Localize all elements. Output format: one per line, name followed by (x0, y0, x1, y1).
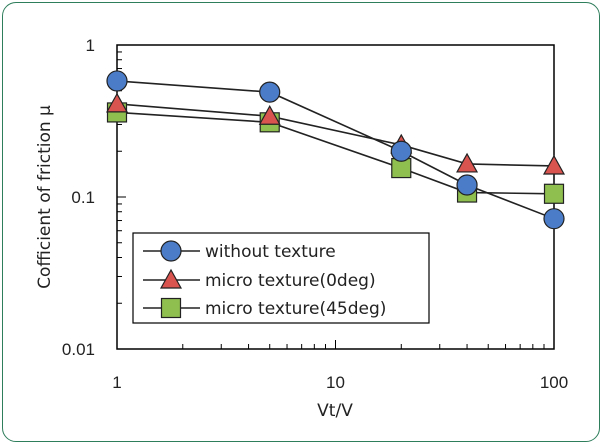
y-tick-label: 1 (86, 36, 95, 55)
data-point-series-1 (259, 81, 281, 103)
x-tick-label: 1 (112, 373, 121, 392)
data-point-series-1 (106, 70, 128, 92)
legend-label: micro texture(45deg) (205, 299, 386, 319)
friction-chart: 1 10 100 0.01 0.1 1 Vt/V Cofficient of fricti… (35, 36, 568, 421)
data-point-series-1 (390, 140, 412, 162)
y-tick-label: 0.01 (62, 340, 95, 359)
data-point-series-2 (542, 154, 566, 175)
legend-label: micro texture(0deg) (205, 271, 376, 291)
data-point-series-1 (543, 208, 565, 230)
legend-marker-triangle (159, 268, 183, 289)
legend-marker-circle (160, 240, 182, 262)
x-tick-label: 100 (540, 373, 568, 392)
y-tick-label: 0.1 (71, 188, 95, 207)
legend-marker-square (160, 297, 182, 319)
legend-label: without texture (205, 242, 336, 262)
data-point-series-3 (543, 183, 565, 204)
x-tick-label: 10 (326, 373, 345, 392)
data-point-series-2 (456, 152, 479, 173)
x-axis-label: Vt/V (317, 401, 353, 421)
data-point-series-2 (105, 92, 129, 113)
y-axis-label: Cofficient of friction μ (35, 105, 55, 289)
data-point-series-1 (456, 174, 478, 196)
legend: without texture micro texture(0deg) micro … (132, 232, 430, 324)
data-point-series-2 (258, 104, 281, 125)
